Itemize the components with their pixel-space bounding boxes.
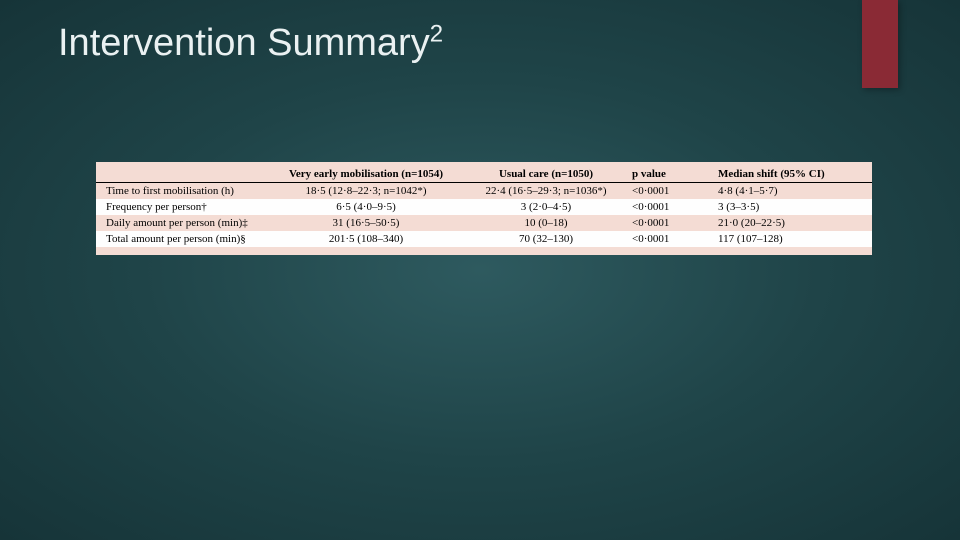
col-header-rowlabel [96,168,268,180]
col-header-very-early: Very early mobilisation (n=1054) [268,168,464,180]
intervention-summary-table: Very early mobilisation (n=1054) Usual c… [96,162,872,255]
table-row: Frequency per person† 6·5 (4·0–9·5) 3 (2… [96,199,872,215]
col-header-pvalue: p value [628,168,714,180]
cell-value: 201·5 (108–340) [268,233,464,245]
table-bottom-padding [96,247,872,255]
cell-value: <0·0001 [628,201,714,213]
cell-value: 18·5 (12·8–22·3; n=1042*) [268,185,464,197]
cell-value: 3 (3–3·5) [714,201,872,213]
table-row: Daily amount per person (min)‡ 31 (16·5–… [96,215,872,231]
cell-value: 10 (0–18) [464,217,628,229]
accent-bar [862,0,898,88]
cell-value: 4·8 (4·1–5·7) [714,185,872,197]
cell-value: 21·0 (20–22·5) [714,217,872,229]
table-header-row: Very early mobilisation (n=1054) Usual c… [96,162,872,183]
cell-value: <0·0001 [628,233,714,245]
cell-rowlabel: Daily amount per person (min)‡ [96,217,268,229]
table-row: Time to first mobilisation (h) 18·5 (12·… [96,183,872,199]
col-header-median-shift: Median shift (95% CI) [714,168,872,180]
title-superscript: 2 [430,20,443,47]
cell-rowlabel: Total amount per person (min)§ [96,233,268,245]
cell-value: 3 (2·0–4·5) [464,201,628,213]
cell-value: 6·5 (4·0–9·5) [268,201,464,213]
page-title: Intervention Summary2 [58,22,443,65]
cell-value: 70 (32–130) [464,233,628,245]
cell-value: 31 (16·5–50·5) [268,217,464,229]
table-row: Total amount per person (min)§ 201·5 (10… [96,231,872,247]
cell-rowlabel: Time to first mobilisation (h) [96,185,268,197]
title-text: Intervention Summary [58,22,430,64]
cell-value: <0·0001 [628,217,714,229]
cell-value: <0·0001 [628,185,714,197]
cell-value: 117 (107–128) [714,233,872,245]
col-header-usual-care: Usual care (n=1050) [464,168,628,180]
cell-value: 22·4 (16·5–29·3; n=1036*) [464,185,628,197]
cell-rowlabel: Frequency per person† [96,201,268,213]
